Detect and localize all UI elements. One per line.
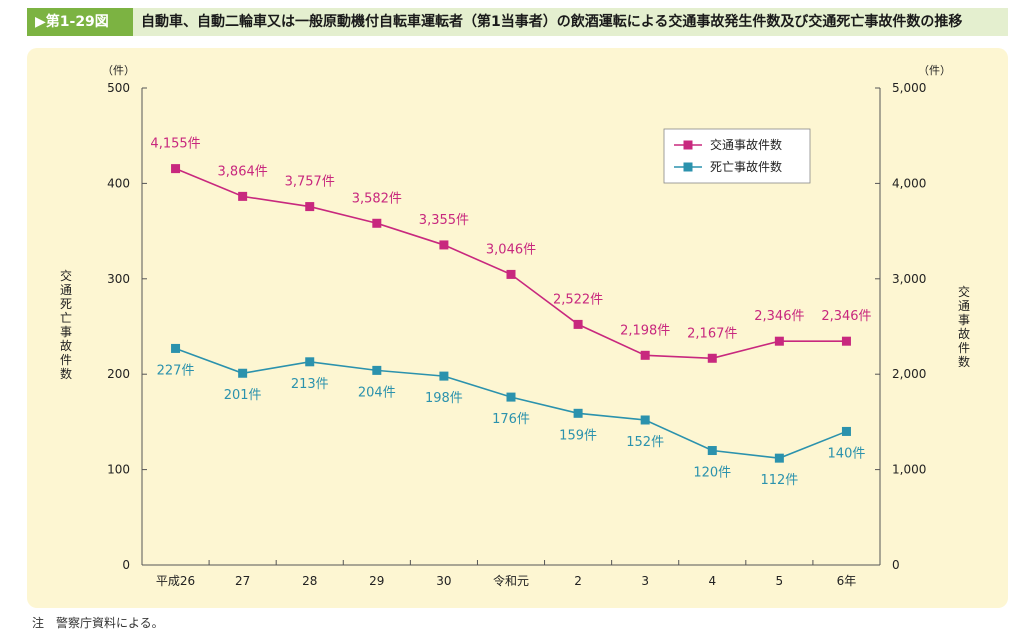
data-point-fatal [707, 446, 717, 456]
data-label-accidents: 3,582件 [352, 191, 402, 206]
data-label-accidents: 2,522件 [553, 292, 603, 307]
data-label-accidents: 2,346件 [754, 309, 804, 324]
data-point-fatal [439, 371, 449, 381]
data-point-accidents [707, 353, 717, 363]
data-point-fatal [841, 426, 851, 436]
data-label-fatal: 120件 [693, 466, 731, 481]
right-axis-title: 交通事故件数 [958, 284, 970, 369]
figure-label: ▶第1-29図 [27, 8, 133, 36]
data-label-accidents: 2,198件 [620, 323, 670, 338]
x-tick-label: 30 [436, 574, 451, 588]
title-bar: ▶第1-29図 自動車、自動二輪車又は一般原動機付自転車運転者（第1当事者）の飲… [27, 8, 1008, 36]
x-tick-label: 2 [574, 574, 582, 588]
right-tick-label: 4,000 [892, 176, 926, 190]
figure-title: 自動車、自動二輪車又は一般原動機付自転車運転者（第1当事者）の飲酒運転による交通… [141, 14, 963, 30]
data-point-accidents [573, 319, 583, 329]
data-point-accidents [774, 336, 784, 346]
data-label-fatal: 159件 [559, 428, 597, 443]
series-line-fatal [175, 347, 847, 459]
data-point-accidents [439, 240, 449, 250]
data-label-accidents: 3,864件 [218, 164, 268, 179]
data-point-fatal [372, 365, 382, 375]
legend-label: 交通事故件数 [710, 137, 782, 152]
data-label-fatal: 227件 [157, 363, 195, 378]
data-point-accidents [640, 350, 650, 360]
right-axis-unit: （件） [918, 64, 951, 77]
data-label-fatal: 112件 [760, 473, 798, 488]
data-label-accidents: 3,355件 [419, 213, 469, 228]
right-tick-label: 1,000 [892, 463, 926, 477]
data-point-fatal [573, 408, 583, 418]
legend-marker [683, 140, 693, 150]
data-label-accidents: 3,046件 [486, 242, 536, 257]
source-note: 注 警察庁資料による。 [32, 616, 164, 630]
legend-label: 死亡事故件数 [710, 159, 782, 174]
data-label-fatal: 140件 [828, 446, 866, 461]
right-tick-label: 5,000 [892, 81, 926, 95]
data-point-accidents [372, 218, 382, 228]
data-point-accidents [506, 269, 516, 279]
x-tick-label: 4 [708, 574, 716, 588]
left-tick-label: 400 [107, 176, 130, 190]
left-tick-label: 100 [107, 463, 130, 477]
x-tick-label: 3 [641, 574, 649, 588]
data-label-accidents: 2,167件 [687, 326, 737, 341]
chart-panel: 0 100 200 300 400 500 0 1,000 2,000 3,000 4,000 5,0… [27, 48, 1008, 608]
chart-svg: 0 100 200 300 400 500 0 1,000 2,000 3,000 4,000 5,0… [60, 64, 970, 588]
data-label-fatal: 198件 [425, 391, 463, 406]
data-point-fatal [640, 415, 650, 425]
left-axis-title: 交通死亡事故件数 [60, 268, 72, 381]
series-line-accidents [175, 167, 847, 360]
legend-marker [683, 162, 693, 172]
data-point-fatal [171, 343, 181, 353]
x-tick-label: 5 [776, 574, 784, 588]
data-label-accidents: 4,155件 [150, 137, 200, 152]
data-label-fatal: 204件 [358, 385, 396, 400]
data-point-accidents [171, 164, 181, 174]
data-point-fatal [305, 357, 315, 367]
legend-box [663, 128, 811, 184]
data-point-accidents [238, 191, 248, 201]
right-tick-label: 0 [892, 558, 900, 572]
left-axis-unit: （件） [102, 64, 135, 77]
right-tick-label: 3,000 [892, 272, 926, 286]
data-point-accidents [305, 202, 315, 212]
data-label-fatal: 176件 [492, 412, 530, 427]
left-tick-label: 300 [107, 272, 130, 286]
left-tick-label: 500 [107, 81, 130, 95]
data-point-fatal [238, 368, 248, 378]
data-label-accidents: 2,346件 [821, 309, 871, 324]
data-point-fatal [774, 453, 784, 463]
right-tick-label: 2,000 [892, 367, 926, 381]
data-label-accidents: 3,757件 [285, 175, 335, 190]
data-point-accidents [841, 336, 851, 346]
data-label-fatal: 201件 [224, 388, 262, 403]
data-label-fatal: 213件 [291, 377, 329, 392]
data-label-fatal: 152件 [626, 435, 664, 450]
x-tick-label: 29 [369, 574, 384, 588]
left-tick-label: 200 [107, 367, 130, 381]
data-point-fatal [506, 392, 516, 402]
x-tick-label: 令和元 [493, 573, 529, 588]
x-tick-label: 6年 [837, 574, 857, 588]
x-tick-label: 27 [235, 574, 250, 588]
x-tick-label: 28 [302, 574, 317, 588]
x-tick-label: 平成26 [156, 574, 195, 588]
left-tick-label: 0 [122, 558, 130, 572]
